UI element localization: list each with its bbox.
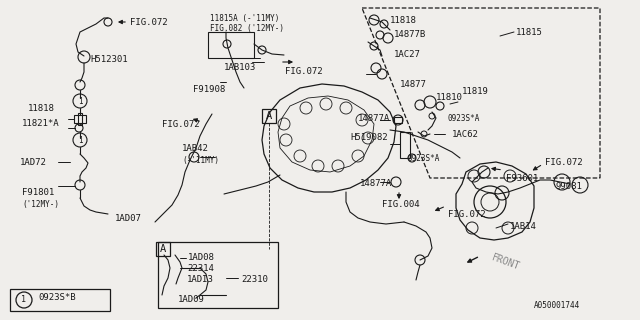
Text: FIG.072: FIG.072 [545,158,582,167]
Text: 0923S*B: 0923S*B [38,293,76,302]
Text: 11821*A: 11821*A [22,118,60,127]
Text: FIG.004: FIG.004 [382,200,420,209]
Text: F91908: F91908 [193,84,225,93]
Text: 1AD08: 1AD08 [188,253,215,262]
Text: 22310: 22310 [241,275,268,284]
Text: H512301: H512301 [90,55,127,64]
Text: 11810: 11810 [436,93,463,102]
Text: F91801: F91801 [22,188,54,196]
Text: FIG.072: FIG.072 [285,67,323,76]
Text: F93601: F93601 [506,174,538,183]
Text: 11815: 11815 [516,28,543,37]
Text: 0923S*A: 0923S*A [408,154,440,163]
Bar [262,109,276,123]
Text: 1ADI3: 1ADI3 [187,275,214,284]
Text: A050001744: A050001744 [534,301,580,310]
Text: 1: 1 [22,295,26,305]
Bar [158,242,278,308]
Text: 11818: 11818 [28,103,55,113]
Text: FIG.072: FIG.072 [162,120,200,129]
Text: FIG.072: FIG.072 [448,210,486,219]
Text: 11818: 11818 [390,16,417,25]
Text: FIG.082 ('12MY-): FIG.082 ('12MY-) [210,24,284,33]
Text: 1AC27: 1AC27 [394,50,421,59]
Text: 1AD09: 1AD09 [178,295,205,304]
Bar [156,242,170,256]
Text: H519082: H519082 [350,132,388,141]
Text: 1AD72: 1AD72 [20,157,47,166]
Text: 1: 1 [77,135,83,145]
Text: 99081: 99081 [555,182,582,191]
Text: (-'11MY): (-'11MY) [182,156,219,164]
Text: 22314: 22314 [187,264,214,273]
Text: 11819: 11819 [462,87,489,96]
Text: 14877A: 14877A [360,179,392,188]
Text: 1: 1 [77,97,83,106]
Text: 1AB42: 1AB42 [182,143,209,153]
Text: A: A [160,244,166,254]
Text: 1AB103: 1AB103 [224,62,256,71]
Bar [400,132,410,158]
Bar [208,32,254,58]
Text: 1AC62: 1AC62 [452,130,479,139]
Text: 11815A (-'11MY): 11815A (-'11MY) [210,14,280,23]
Text: A: A [266,111,272,121]
Bar [10,289,110,311]
Text: ('12MY-): ('12MY-) [22,199,59,209]
Text: FRONT: FRONT [490,252,521,271]
Text: FIG.072: FIG.072 [130,18,168,27]
Text: 0923S*A: 0923S*A [447,114,479,123]
Text: 14877B: 14877B [394,30,426,39]
Bar [74,115,86,123]
Bar [394,117,402,123]
Text: 14877: 14877 [400,80,427,89]
Text: 1AD07: 1AD07 [115,213,142,222]
Bar [78,113,82,125]
Text: 14877A: 14877A [358,114,390,123]
Text: 1AB14: 1AB14 [510,222,537,231]
